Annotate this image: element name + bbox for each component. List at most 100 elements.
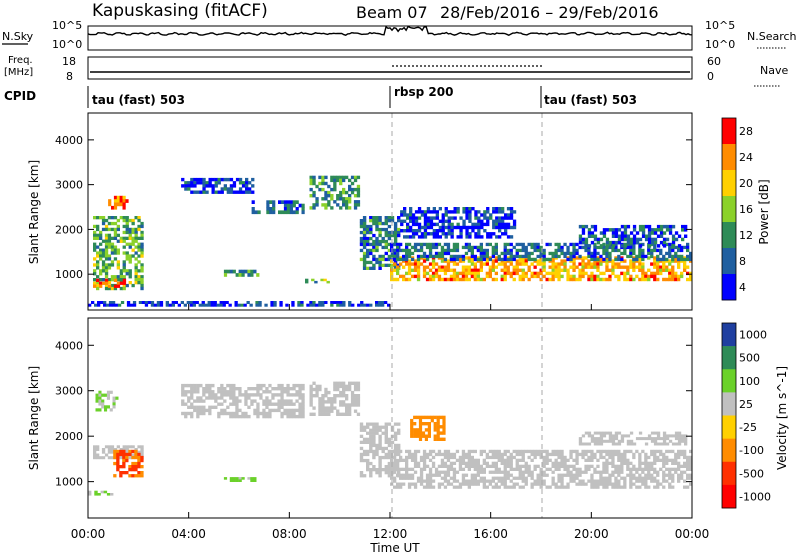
echo-cell xyxy=(93,445,97,449)
echo-cell xyxy=(137,216,141,220)
echo-cell xyxy=(324,394,328,398)
echo-cell xyxy=(229,414,233,419)
echo-cell xyxy=(101,269,106,273)
echo-cell xyxy=(345,197,349,201)
echo-cell xyxy=(641,277,645,282)
echo-cell xyxy=(653,228,658,232)
echo-cell xyxy=(366,251,370,256)
echo-cell xyxy=(128,281,132,285)
echo-cell xyxy=(599,434,604,438)
echo-cell xyxy=(262,408,266,413)
echo-cell xyxy=(345,406,349,410)
echo-cell xyxy=(632,262,636,266)
echo-cell xyxy=(137,269,141,273)
echo-cell xyxy=(413,455,418,460)
echo-cell xyxy=(468,235,472,239)
echo-cell xyxy=(229,190,234,194)
echo-cell xyxy=(106,390,110,394)
echo-cell xyxy=(623,476,627,480)
echo-cell xyxy=(674,277,678,282)
echo-cell xyxy=(202,405,206,409)
echo-cell xyxy=(434,245,439,250)
echo-cell xyxy=(301,411,305,416)
echo-cell xyxy=(560,452,564,457)
echo-cell xyxy=(641,224,646,229)
echo-cell xyxy=(226,187,230,191)
echo-cell xyxy=(584,237,589,242)
echo-cell xyxy=(359,248,364,253)
echo-cell xyxy=(455,262,460,266)
echo-cell xyxy=(99,248,103,252)
echo-region xyxy=(390,256,693,282)
echo-cell xyxy=(491,461,495,465)
echo-cell xyxy=(128,236,132,240)
echo-cell xyxy=(116,458,120,463)
echo-cell xyxy=(644,237,649,242)
echo-cell xyxy=(249,303,253,307)
echo-cell xyxy=(557,262,561,266)
echo-cell xyxy=(393,461,397,465)
echo-cell xyxy=(292,203,296,208)
echo-cell xyxy=(518,262,522,266)
echo-cell xyxy=(280,396,284,400)
echo-cell xyxy=(518,464,522,468)
echo-cell xyxy=(461,449,466,454)
echo-cell xyxy=(378,227,382,232)
echo-cell xyxy=(527,464,531,468)
colorbar-tick-label: -25 xyxy=(739,421,757,434)
echo-cell xyxy=(238,393,242,397)
echo-cell xyxy=(671,461,675,465)
echo-cell xyxy=(620,461,624,465)
echo-cell xyxy=(425,452,430,457)
echo-cell xyxy=(131,230,135,235)
echo-cell xyxy=(557,461,561,465)
echo-cell xyxy=(366,461,370,466)
echo-cell xyxy=(422,271,427,276)
echo-cell xyxy=(557,473,561,477)
echo-cell xyxy=(234,301,238,304)
echo-cell xyxy=(104,233,109,237)
echo-cell xyxy=(548,458,552,462)
echo-cell xyxy=(518,277,522,282)
echo-cell xyxy=(506,470,510,474)
echo-cell xyxy=(686,242,690,247)
echo-cell xyxy=(668,434,673,438)
echo-region xyxy=(95,390,119,412)
echo-cell xyxy=(384,221,388,226)
echo-cell xyxy=(375,428,379,432)
echo-cell xyxy=(488,257,492,262)
echo-cell xyxy=(353,384,358,389)
echo-cell xyxy=(286,414,290,419)
echo-cell xyxy=(359,446,364,451)
echo-cell xyxy=(521,473,525,477)
echo-cell xyxy=(566,268,570,272)
echo-cell xyxy=(489,216,493,220)
echo-cell xyxy=(362,452,367,457)
echo-cell xyxy=(608,461,612,465)
echo-cell xyxy=(509,473,513,477)
echo-cell xyxy=(107,216,112,220)
echo-cell xyxy=(327,397,331,401)
echo-cell xyxy=(134,461,138,466)
echo-cell xyxy=(110,242,115,246)
echo-cell xyxy=(536,274,540,279)
echo-cell xyxy=(521,464,525,468)
echo-cell xyxy=(665,237,670,242)
echo-cell xyxy=(438,235,442,239)
echo-cell xyxy=(587,464,591,468)
echo-cell xyxy=(440,461,445,465)
echo-cell xyxy=(449,268,454,272)
echo-cell xyxy=(545,452,549,457)
echo-cell xyxy=(437,265,442,269)
echo-cell xyxy=(431,245,436,250)
echo-cell xyxy=(512,222,517,227)
echo-cell xyxy=(104,286,109,291)
echo-cell xyxy=(677,244,682,248)
echo-cell xyxy=(683,262,687,266)
echo-cell xyxy=(593,248,597,253)
echo-cell xyxy=(539,259,543,263)
echo-cell xyxy=(410,458,415,462)
echo-cell xyxy=(96,216,100,220)
echo-cell xyxy=(638,476,642,480)
echo-cell xyxy=(366,449,370,454)
